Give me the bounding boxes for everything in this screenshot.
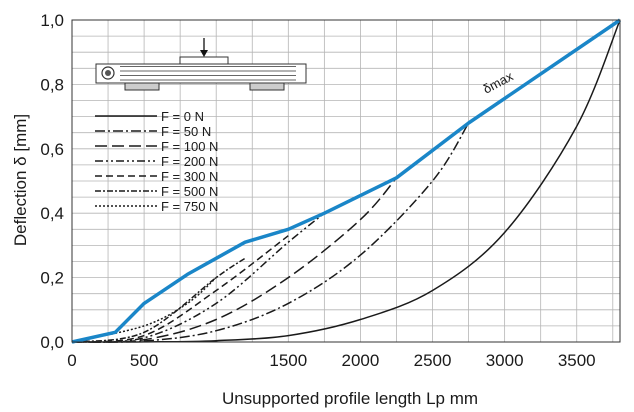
- profile-illustration: [95, 38, 307, 91]
- y-tick-label: 0,4: [40, 204, 64, 223]
- plot-frame: [71, 19, 621, 343]
- series-line-6: [71, 277, 217, 343]
- y-tick-label: 0,8: [40, 75, 64, 94]
- y-tick-label: 0,6: [40, 140, 64, 159]
- y-axis-label: Deflection δ [mm]: [11, 114, 30, 246]
- y-tick-labels: 0,0 0,2 0,4 0,6 0,8 1,0: [40, 11, 64, 352]
- envelope-line: [71, 18, 621, 344]
- x-tick-label: 3500: [558, 351, 596, 370]
- y-tick-label: 0,0: [40, 333, 64, 352]
- x-tick-label: 500: [130, 351, 158, 370]
- legend-label-3: F = 200 N: [161, 154, 218, 169]
- legend-label-0: F = 0 N: [161, 109, 204, 124]
- legend-label-5: F = 500 N: [161, 184, 218, 199]
- x-tick-label: 2000: [342, 351, 380, 370]
- legend-label-4: F = 300 N: [161, 169, 218, 184]
- legend: F = 0 NF = 50 NF = 100 NF = 200 NF = 300…: [95, 109, 218, 214]
- series-lines: [71, 19, 621, 343]
- y-tick-label: 0,2: [40, 269, 64, 288]
- series-line-2: [71, 177, 398, 343]
- envelope-delta-max: [71, 18, 621, 344]
- x-tick-labels: 0 500 1500 2000 2500 3000 3500: [67, 351, 595, 370]
- x-tick-label: 0: [67, 351, 76, 370]
- x-tick-label: 1500: [269, 351, 307, 370]
- series-line-3: [71, 212, 325, 343]
- x-axis-label: Unsupported profile length Lp mm: [222, 389, 478, 408]
- series-line-5: [71, 257, 246, 343]
- series-line-1: [71, 122, 470, 343]
- legend-label-2: F = 100 N: [161, 139, 218, 154]
- x-tick-label: 3000: [486, 351, 524, 370]
- legend-label-6: F = 750 N: [161, 199, 218, 214]
- series-line-4: [71, 235, 289, 343]
- legend-label-1: F = 50 N: [161, 124, 211, 139]
- x-tick-label: 2500: [414, 351, 452, 370]
- y-tick-label: 1,0: [40, 11, 64, 30]
